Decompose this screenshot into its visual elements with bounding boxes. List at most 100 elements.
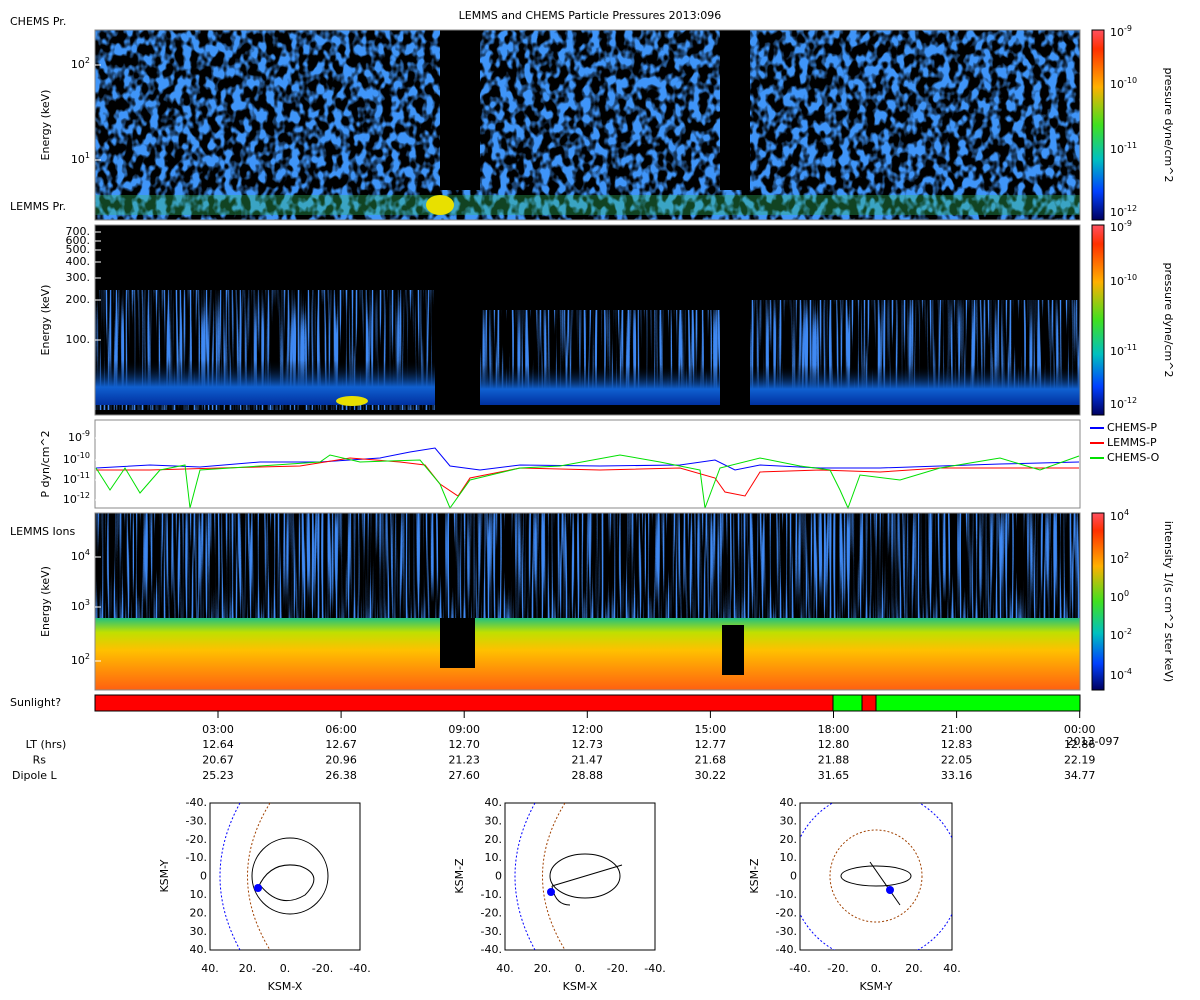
ephemeris-value: 21.68 xyxy=(695,754,727,767)
y-tick-label: 100. xyxy=(66,333,91,346)
colorbar-tick-label: 10-12 xyxy=(1110,396,1137,412)
colorbar-tick-label-exp: -11 xyxy=(1124,141,1137,150)
y-tick-label: 10-9 xyxy=(68,429,90,445)
colorbar-tick-label-exp: -11 xyxy=(1124,343,1137,352)
orbit-x-tick-label: 0. xyxy=(575,962,586,975)
orbit-x-tick-label: 40. xyxy=(943,962,961,975)
colorbar-tick-label: 10-11 xyxy=(1110,343,1137,359)
orbit-y-tick-label: -30. xyxy=(481,925,502,938)
orbit-x-label: KSM-Y xyxy=(859,980,892,993)
ephemeris-value: 27.60 xyxy=(448,769,480,782)
orbit-y-tick-label: -20. xyxy=(186,833,207,846)
orbit-y-tick-label: -40. xyxy=(776,943,797,956)
ephemeris-value: 34.77 xyxy=(1064,769,1096,782)
colorbar-tick-label: 10-4 xyxy=(1110,667,1132,683)
colorbar-tick-label-base: 10 xyxy=(1110,206,1124,219)
colorbar-tick-label-base: 10 xyxy=(1110,510,1124,523)
ephemeris-value: 12.70 xyxy=(448,738,480,751)
y-tick-label: 104 xyxy=(71,548,90,564)
y-tick-label-exp: -11 xyxy=(77,471,90,480)
orbit-plot-3 xyxy=(799,802,953,951)
colorbar-tick-label: 100 xyxy=(1110,589,1129,605)
ephemeris-value: 20.96 xyxy=(325,754,357,767)
panel-frame xyxy=(94,512,1081,691)
time-tick-label: 06:00 xyxy=(325,723,357,736)
colorbar-tick-label: 10-11 xyxy=(1110,141,1137,157)
spectrogram-noise xyxy=(95,513,1080,623)
data-gap xyxy=(440,618,475,668)
y-tick-label-base: 10 xyxy=(63,473,77,486)
orbit-y-label: KSM-Z xyxy=(453,858,466,894)
panel-frame xyxy=(94,224,1081,416)
hot-spot xyxy=(336,396,368,406)
ephemeris-value: 33.16 xyxy=(941,769,973,782)
y-tick-label-exp: -10 xyxy=(77,451,90,460)
y-tick-label: 600. xyxy=(66,234,91,247)
colorbar-tick-label-exp: 4 xyxy=(1124,508,1129,517)
y-tick-label-exp: 2 xyxy=(85,652,90,661)
ephemeris-value: 30.22 xyxy=(695,769,727,782)
low-energy-band xyxy=(95,195,1080,215)
band xyxy=(95,360,435,405)
y-tick-label: 300. xyxy=(66,271,91,284)
colorbar-tick-label-exp: -2 xyxy=(1124,627,1132,636)
orbit-y-tick-label: 10. xyxy=(780,851,798,864)
y-tick-label: 500. xyxy=(66,243,91,256)
colorbar-tick-label-base: 10 xyxy=(1110,591,1124,604)
orbit-plot-2 xyxy=(504,802,656,951)
legend-label: LEMMS-P xyxy=(1107,436,1157,449)
time-tick-label: 12:00 xyxy=(571,723,603,736)
y-tick-label-exp: 3 xyxy=(85,598,90,607)
orbit-y-tick-label: 0 xyxy=(495,870,502,883)
ephemeris-value: 31.65 xyxy=(818,769,850,782)
y-tick-label-base: 10 xyxy=(71,654,85,667)
y-axis-label: Energy (keV) xyxy=(39,285,52,356)
orbit-y-tick-label: -40. xyxy=(481,943,502,956)
orbit-y-tick-label: 0 xyxy=(200,870,207,883)
orbit-y-tick-label: 40. xyxy=(780,796,798,809)
band xyxy=(750,365,1080,405)
y-tick-label: 400. xyxy=(66,255,91,268)
colorbar-tick-label-base: 10 xyxy=(1110,629,1124,642)
time-tick-label: 09:00 xyxy=(448,723,480,736)
colorbar xyxy=(1091,512,1105,691)
y-tick-label-exp: -12 xyxy=(77,491,90,500)
sunlight-label: Sunlight? xyxy=(10,696,61,709)
colorbar-tick-label-exp: -12 xyxy=(1124,396,1137,405)
colorbar-tick-label-exp: -9 xyxy=(1124,219,1132,228)
colorbar-tick-label: 10-10 xyxy=(1110,76,1137,92)
lemms-p-line xyxy=(96,457,1079,497)
colorbar-tick-label-exp: -4 xyxy=(1124,667,1132,676)
orbit-y-tick-label: 40. xyxy=(485,796,503,809)
colorbar-tick-label-base: 10 xyxy=(1110,398,1124,411)
colorbar-label: pressure dyne/cm^2 xyxy=(1162,68,1175,183)
time-tick-label: 18:00 xyxy=(818,723,850,736)
colorbar-tick-label-exp: 0 xyxy=(1124,589,1129,598)
y-tick-label-base: 10 xyxy=(71,550,85,563)
orbit-y-tick-label: -20. xyxy=(776,906,797,919)
orbit-x-label: KSM-X xyxy=(563,980,598,993)
orbit-y-tick-label: -30. xyxy=(186,814,207,827)
colorbar-tick-label-base: 10 xyxy=(1110,221,1124,234)
ephemeris-value: 22.19 xyxy=(1064,754,1096,767)
sunlight-no xyxy=(94,694,834,712)
y-tick-label-base: 10 xyxy=(71,600,85,613)
colorbar-tick-label-base: 10 xyxy=(1110,669,1124,682)
panel-label: LEMMS Ions xyxy=(10,525,75,538)
panel-frame xyxy=(94,419,1081,509)
orbit-y-tick-label: -10. xyxy=(186,851,207,864)
data-gap xyxy=(440,30,480,190)
y-tick-label: 10-12 xyxy=(63,491,90,507)
orbit-y-tick-label: -20. xyxy=(481,906,502,919)
orbit-y-tick-label: 10. xyxy=(190,888,208,901)
band xyxy=(480,365,720,405)
colorbar-label: intensity 1/(s cm^2 ster keV) xyxy=(1162,521,1175,682)
colorbar-tick-label: 102 xyxy=(1110,551,1129,567)
orbit-x-tick-label: 0. xyxy=(280,962,291,975)
colorbar-tick-label-base: 10 xyxy=(1110,78,1124,91)
sunlight-no xyxy=(861,694,877,712)
chems-o-line xyxy=(95,454,1080,510)
ephemeris-value: 28.88 xyxy=(572,769,604,782)
ephemeris-value: 12.77 xyxy=(695,738,727,751)
